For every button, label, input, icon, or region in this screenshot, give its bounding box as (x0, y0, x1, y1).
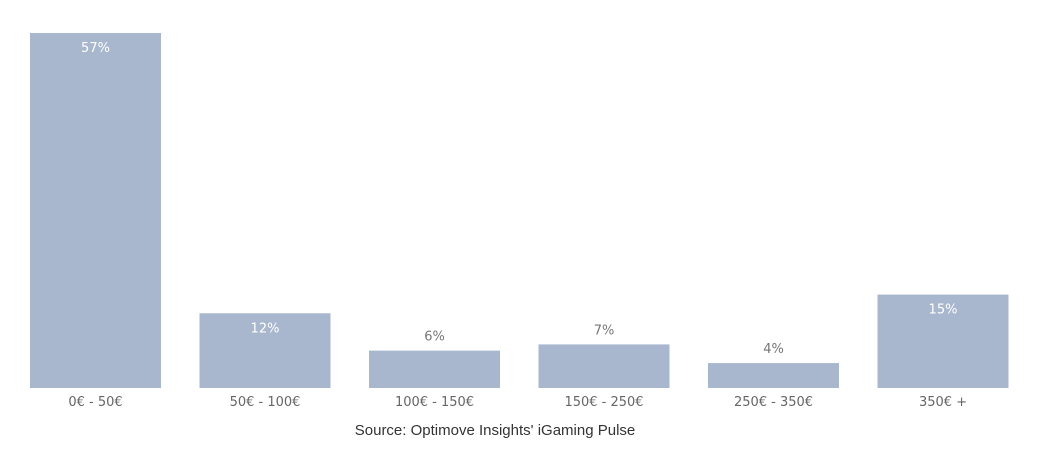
bar-5 (877, 294, 1009, 388)
x-tick-label-2: 100€ - 150€ (395, 395, 474, 410)
source-note: Source: Optimove Insights' iGaming Pulse (354, 422, 636, 439)
x-tick-label-1: 50€ - 100€ (230, 395, 301, 410)
x-tick-label-3: 150€ - 250€ (564, 395, 643, 410)
bar-3 (538, 344, 670, 388)
bar-1 (199, 313, 331, 388)
data-label-5: 15% (929, 303, 958, 318)
bar-0 (30, 33, 161, 388)
x-tick-label-5: 350€ + (919, 395, 967, 410)
data-label-2: 6% (424, 330, 445, 345)
bar-4 (708, 363, 839, 388)
x-tick-label-0: 0€ - 50€ (68, 395, 122, 410)
data-label-1: 12% (251, 321, 280, 336)
bar-2 (369, 350, 500, 388)
data-label-4: 4% (763, 342, 784, 357)
data-label-3: 7% (594, 323, 615, 338)
x-tick-label-4: 250€ - 350€ (734, 395, 813, 410)
data-label-0: 57% (81, 41, 110, 56)
